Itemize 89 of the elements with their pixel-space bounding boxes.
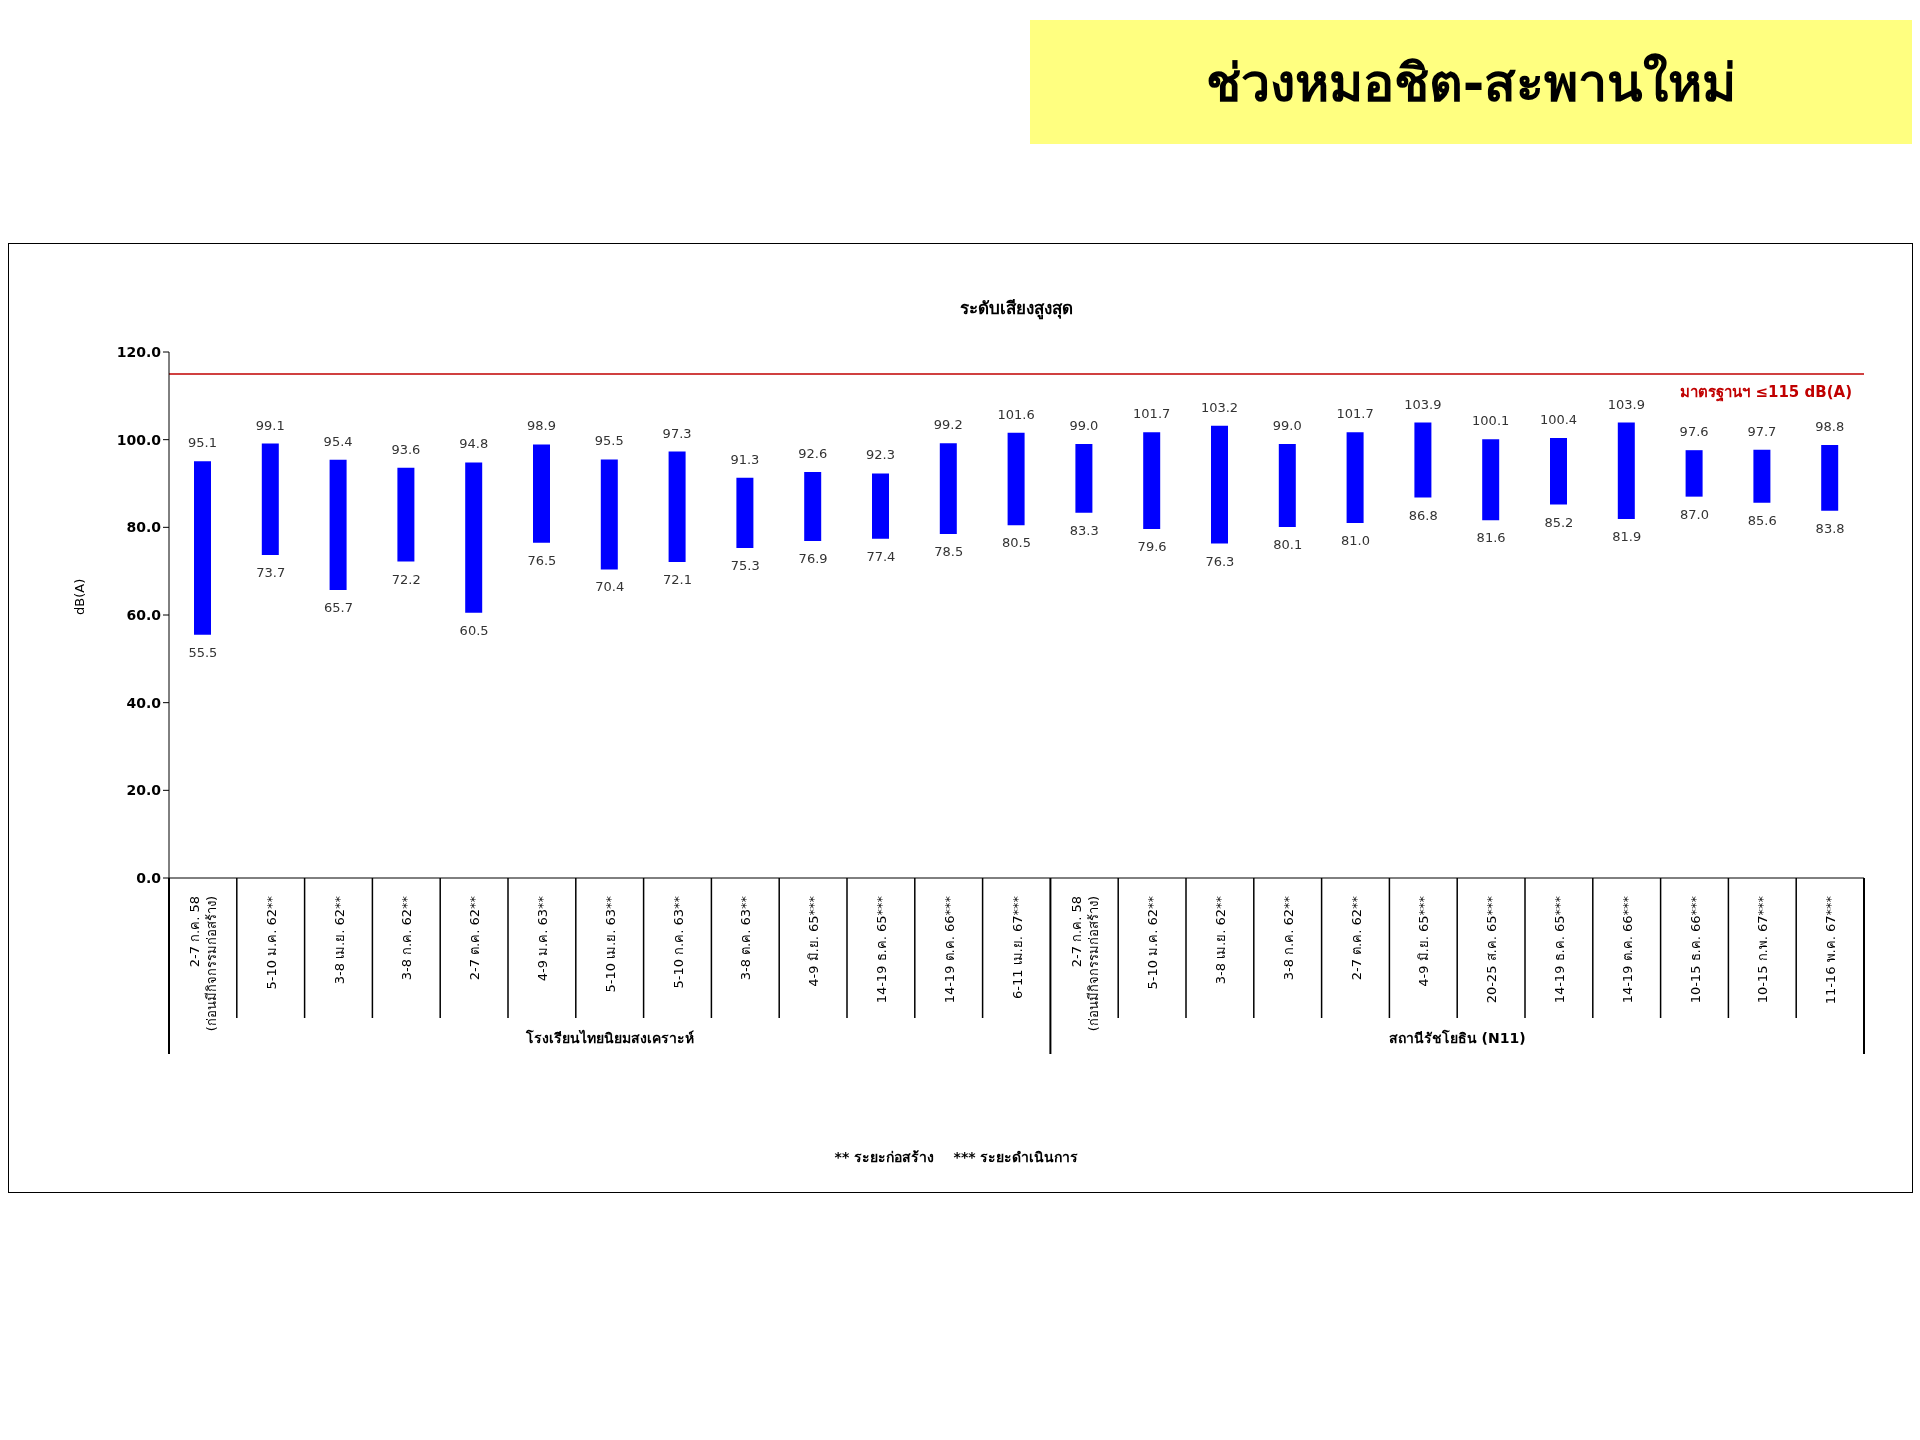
x-tick-label: 14-19 ต.ค. 66*** (941, 895, 957, 1004)
x-tick-label: 2-7 ต.ค. 62** (1348, 895, 1364, 981)
annotation: 72.1 (663, 571, 692, 587)
annotation: 81.0 (1341, 532, 1370, 548)
annotation: 73.7 (256, 564, 286, 580)
data-label: 99.0 (1272, 418, 1302, 434)
y-tick-label: 40.0 (126, 694, 162, 711)
annotation: 81.6 (1476, 530, 1506, 546)
x-tick-label: 3-8 เม.ย. 62** (1212, 895, 1228, 985)
data-label: 97.7 (1747, 423, 1777, 439)
x-tick-label: 2-7 ก.ค. 58 (ก่อนมีกิจกรรมก่อสร้าง) (1068, 896, 1101, 1032)
annotation: 86.8 (1408, 507, 1438, 523)
x-tick-label: 5-10 ม.ค. 62** (1145, 895, 1161, 990)
data-label: 100.1 (1472, 413, 1510, 429)
x-tick-label: 5-10 เม.ย. 63** (602, 895, 618, 993)
y-tick-label: 120.0 (116, 343, 162, 360)
annotation: 70.4 (595, 579, 625, 595)
annotation: 72.2 (391, 571, 421, 587)
annotation: 75.3 (730, 557, 760, 573)
x-tick-label: 4-9 มิ.ย. 65*** (1416, 895, 1432, 987)
x-tick-label: 5-10 ม.ค. 62** (263, 895, 279, 990)
x-tick-label: 4-9 ม.ค. 63** (534, 895, 550, 982)
x-tick-label: 6-11 เม.ย. 67*** (1009, 895, 1025, 1000)
annotation: 80.1 (1273, 536, 1303, 552)
x-tick-label: 10-15 ก.พ. 67*** (1755, 895, 1771, 1004)
annotation: 76.5 (527, 552, 557, 568)
x-tick-label: 4-9 มิ.ย. 65*** (806, 895, 822, 987)
data-label: 93.6 (391, 441, 421, 457)
data-label: 99.0 (1069, 418, 1099, 434)
annotation: 77.4 (866, 548, 896, 564)
x-tick-label: 3-8 ก.ค. 62** (1280, 895, 1296, 981)
ref-line-label: มาตรฐานฯ ≤115 dB(A) (1680, 382, 1852, 402)
text: โรงเรียนไทยนิยมสงเคราะห์ (524, 1029, 694, 1046)
annotation: 79.6 (1137, 539, 1167, 555)
x-tick-label: 14-19 ธ.ค. 65*** (1551, 895, 1567, 1004)
annotation: 83.8 (1815, 520, 1845, 536)
text: ** ระยะก่อสร้าง *** ระยะดำเนินการ (834, 1149, 1079, 1165)
y-tick-label: 80.0 (126, 519, 162, 536)
annotation: 78.5 (934, 543, 964, 559)
x-tick-label: 3-8 ก.ค. 62** (399, 895, 415, 981)
chart-title: ช่วงหมอชิต-สะพานใหม่ (1030, 20, 1912, 144)
data-label: 91.3 (730, 451, 760, 467)
annotation: 76.3 (1205, 553, 1235, 569)
x-tick-label: 2-7 ก.ค. 58 (ก่อนมีกิจกรรมก่อสร้าง) (187, 896, 220, 1032)
text: สถานีรัชโยธิน (N11) (1388, 1029, 1526, 1046)
annotation: 81.9 (1612, 529, 1642, 545)
annotation: 60.5 (459, 622, 489, 638)
x-tick-label: 10-15 ธ.ค. 66*** (1687, 895, 1703, 1004)
annotation: 65.7 (324, 600, 353, 616)
data-label: 101.7 (1133, 406, 1171, 422)
x-tick-label: 5-10 ก.ค. 63** (670, 895, 686, 989)
data-label: 103.2 (1200, 399, 1239, 415)
data-label: 101.6 (997, 406, 1035, 422)
data-label: 92.6 (798, 446, 828, 462)
y-axis-title: dB(A) (71, 578, 87, 615)
data-label: 97.3 (662, 425, 692, 441)
data-label: 95.4 (323, 433, 353, 449)
annotation: 80.5 (1002, 535, 1031, 551)
annotation: 83.3 (1069, 522, 1099, 538)
data-label: 98.9 (527, 418, 556, 434)
x-tick-label: 11-16 พ.ค. 67*** (1823, 895, 1839, 1005)
data-label: 99.2 (933, 417, 963, 433)
data-label: 103.9 (1404, 396, 1442, 412)
annotation: 87.0 (1680, 506, 1709, 522)
y-tick-label: 20.0 (126, 782, 162, 799)
x-tick-label: 14-19 ต.ค. 66*** (1619, 895, 1635, 1004)
annotation: 85.2 (1544, 514, 1574, 530)
x-tick-label: 14-19 ธ.ค. 65*** (873, 895, 889, 1004)
x-tick-label: 2-7 ต.ค. 62** (467, 895, 483, 981)
data-label: 95.1 (188, 435, 217, 451)
annotation: 85.6 (1747, 512, 1777, 528)
y-tick-label: 100.0 (116, 431, 162, 448)
annotation: 76.9 (798, 550, 828, 566)
annotation: 55.5 (188, 644, 218, 660)
chart-subtitle: ระดับเสียงสูงสุด (960, 298, 1073, 320)
data-label: 92.3 (866, 447, 895, 463)
data-label: 95.5 (594, 433, 624, 449)
data-label: 103.9 (1607, 396, 1645, 412)
data-label: 101.7 (1336, 406, 1374, 422)
x-tick-label: 20-25 ส.ค. 65*** (1484, 895, 1500, 1004)
data-label: 98.8 (1815, 418, 1845, 434)
data-label: 94.8 (459, 436, 489, 452)
x-tick-label: 3-8 เม.ย. 62** (331, 895, 347, 985)
data-label: 100.4 (1539, 411, 1578, 427)
y-tick-label: 0.0 (136, 869, 162, 886)
data-label: 99.1 (255, 417, 285, 433)
y-tick-label: 60.0 (126, 606, 162, 623)
data-label: 97.6 (1679, 424, 1709, 440)
x-tick-label: 3-8 ต.ค. 63** (738, 895, 754, 981)
